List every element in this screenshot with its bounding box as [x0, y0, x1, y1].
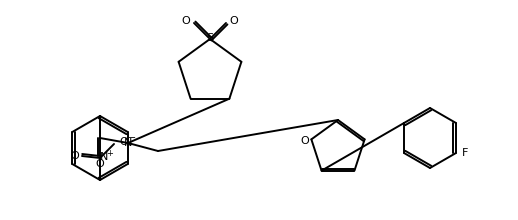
Text: O: O	[70, 151, 79, 161]
Text: F: F	[462, 148, 468, 158]
Text: N: N	[100, 152, 108, 162]
Text: N: N	[124, 138, 132, 148]
Text: O: O	[182, 16, 191, 26]
Text: S: S	[207, 33, 213, 43]
Text: O: O	[96, 159, 104, 169]
Text: O: O	[229, 16, 238, 26]
Text: −: −	[128, 133, 136, 143]
Text: +: +	[107, 148, 113, 158]
Text: O: O	[120, 137, 128, 147]
Text: O: O	[300, 136, 309, 146]
